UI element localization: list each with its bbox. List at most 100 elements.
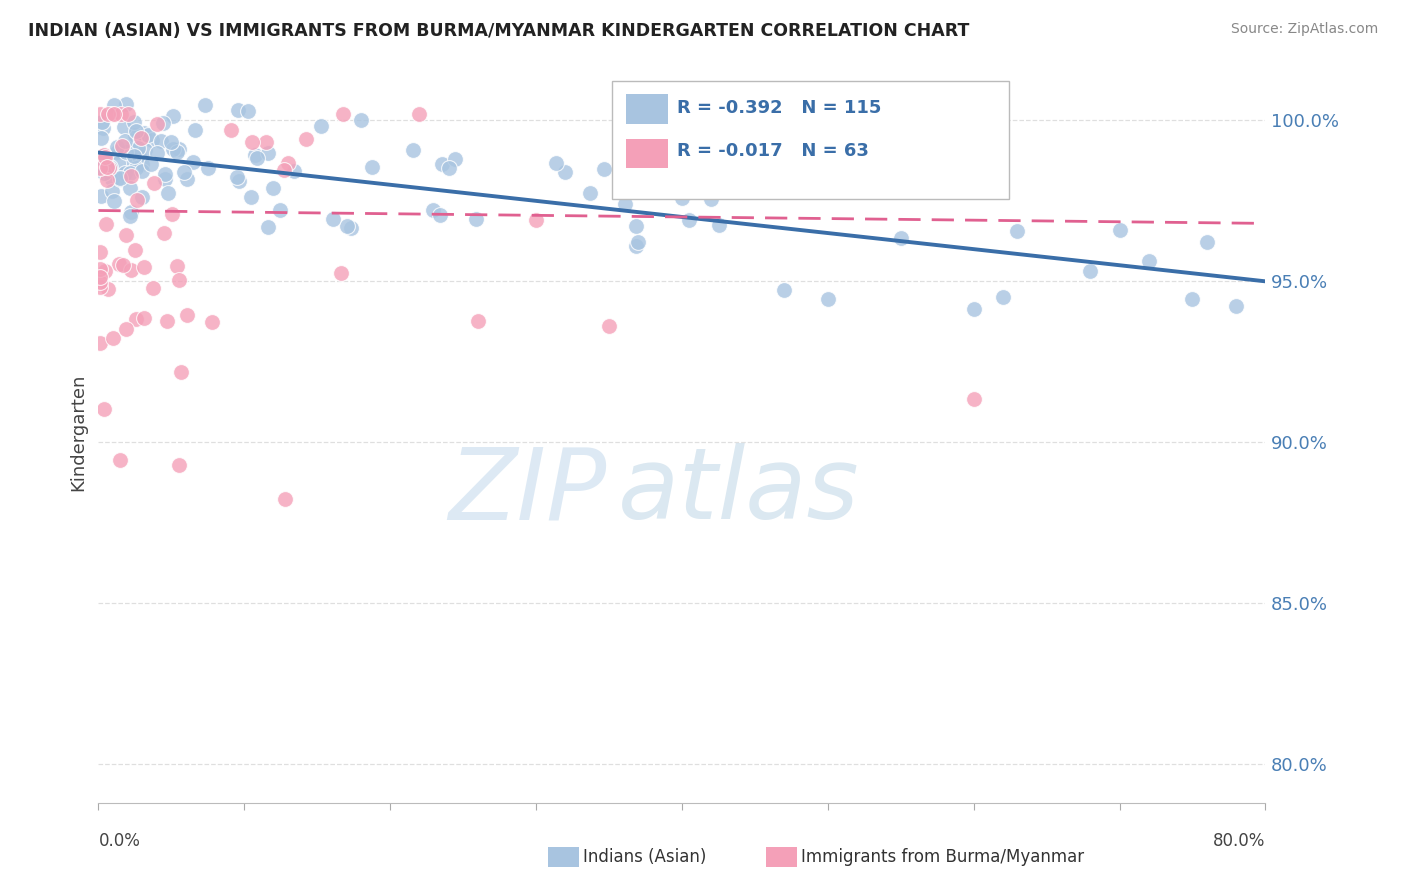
Point [200,315,222,329]
Point [274,492,297,507]
Point [146,146,169,161]
Point [101,330,124,344]
Point [125,124,148,138]
Point [114,145,136,159]
Point [273,163,295,178]
Point [593,161,616,176]
Point [101,184,124,198]
Point [256,219,278,234]
Text: Indians (Asian): Indians (Asian) [583,848,707,866]
Point [709,218,731,232]
Point [118,209,141,223]
Point [269,203,291,218]
Text: ZIP: ZIP [447,443,606,541]
Point [183,155,205,169]
Point [91,115,114,129]
FancyBboxPatch shape [612,81,1008,200]
Point [114,166,136,180]
Point [322,211,344,226]
Point [225,169,247,184]
Point [155,314,177,328]
Text: Immigrants from Burma/Myanmar: Immigrants from Burma/Myanmar [801,848,1084,866]
Point [860,164,883,178]
Point [962,392,984,406]
Point [94,263,117,277]
Point [657,178,679,192]
Point [408,107,430,121]
Point [262,180,284,194]
Point [111,139,134,153]
Point [598,318,620,333]
Point [152,227,174,241]
Point [93,401,115,416]
Point [112,258,135,272]
Point [156,186,179,201]
Point [1137,254,1160,268]
Point [97,107,120,121]
Point [162,109,184,123]
Point [125,193,148,207]
Point [422,203,444,218]
Point [132,311,155,326]
Point [336,219,359,233]
Point [626,219,648,234]
Point [153,171,176,186]
Point [544,155,567,169]
Point [430,157,453,171]
Point [700,192,723,206]
Bar [626,138,668,169]
Point [96,217,118,231]
Point [332,107,354,121]
Point [136,128,159,142]
Point [283,164,305,178]
Bar [626,95,668,124]
Point [90,189,112,203]
Point [118,166,141,180]
Point [115,227,138,242]
Point [90,130,112,145]
Point [651,172,673,186]
Point [114,322,136,336]
Point [246,151,269,165]
Point [159,135,181,149]
Point [402,143,425,157]
Point [678,213,700,227]
Text: Source: ZipAtlas.com: Source: ZipAtlas.com [1230,22,1378,37]
Point [176,171,198,186]
Point [142,176,165,190]
Point [1181,292,1204,306]
Point [330,266,353,280]
Point [240,190,263,204]
Point [173,165,195,179]
Point [124,244,146,258]
Point [142,281,165,295]
Point [155,167,177,181]
Point [1007,224,1029,238]
Point [89,262,111,277]
Point [125,311,148,326]
Point [100,107,122,121]
Point [96,173,118,187]
Point [108,257,131,271]
Point [614,196,637,211]
Text: R = -0.392   N = 115: R = -0.392 N = 115 [678,99,882,117]
Point [120,205,142,219]
Point [166,259,188,273]
Point [98,161,121,175]
Point [167,272,190,286]
Point [1225,299,1247,313]
Point [149,134,172,148]
Point [176,309,198,323]
Point [89,280,111,294]
Point [962,302,984,317]
Point [624,238,647,252]
Point [350,112,373,127]
Point [257,146,280,161]
Point [103,194,125,208]
Point [277,156,299,170]
Point [117,107,139,121]
Point [579,186,602,201]
Point [125,161,148,175]
Point [1080,264,1102,278]
Point [309,119,332,133]
